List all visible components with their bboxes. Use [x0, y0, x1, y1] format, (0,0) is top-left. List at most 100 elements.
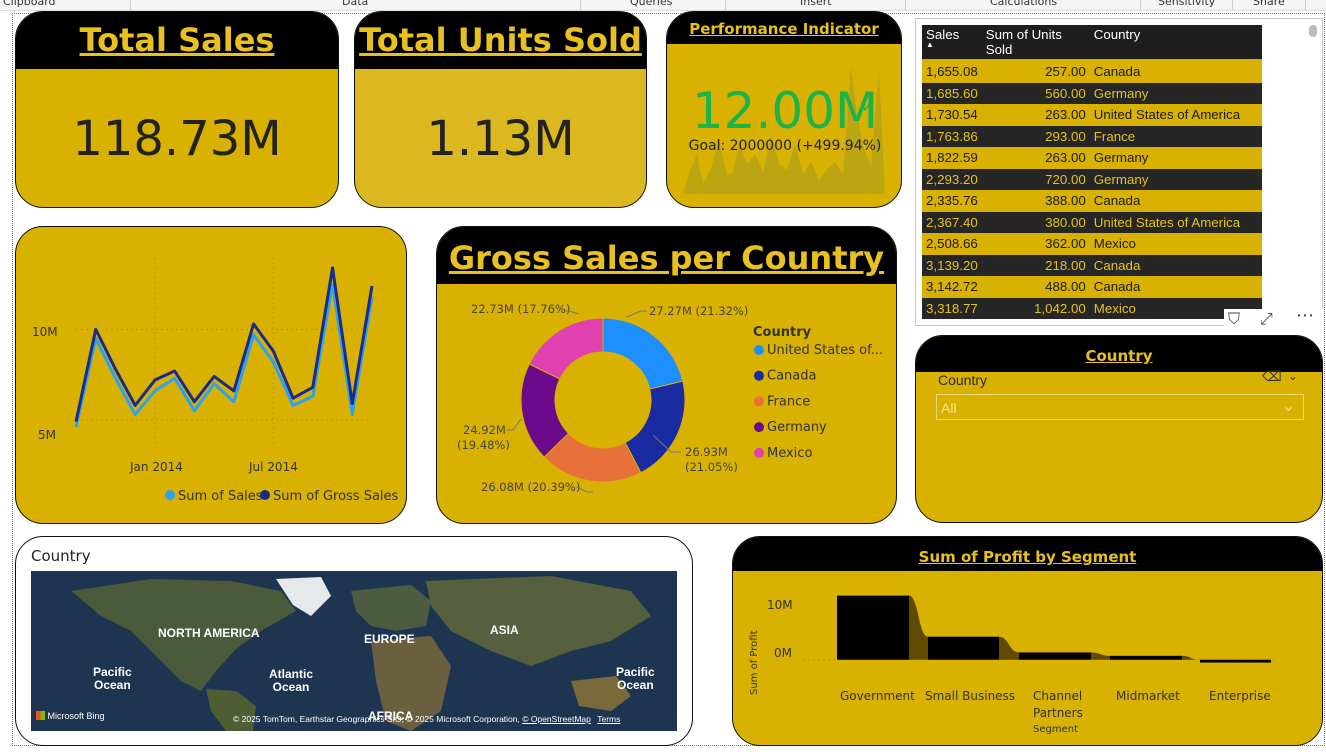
series-line-sum-of-gross-sales[interactable]	[74, 266, 374, 422]
microsoft-logo-icon	[36, 711, 45, 720]
visual-header-icons: ⛉ ⤢ ⋯	[1224, 305, 1324, 333]
donut-slice-united-states-of-america[interactable]	[602, 317, 684, 390]
country-dropdown[interactable]: All ⌄	[936, 394, 1304, 420]
total-units-card[interactable]: Total Units Sold 1.13M	[354, 11, 647, 208]
table-row[interactable]: 3,318.77 1,042.00 Mexico	[922, 297, 1262, 319]
cell-sales: 1,763.86	[922, 125, 982, 147]
label-germany-line2: (19.48%)	[457, 438, 510, 452]
donut-legend-item[interactable]: Germany	[767, 420, 827, 435]
cell-country: United States of America	[1089, 104, 1262, 126]
table-row[interactable]: 3,139.20 218.00 Canada	[922, 254, 1262, 276]
table-row[interactable]: 1,763.86 293.00 France	[922, 125, 1262, 147]
sort-ascending-icon: ▲	[926, 40, 934, 49]
y-tick-5m: 5M	[38, 428, 56, 442]
ribbon-group-insert: Insert	[800, 0, 832, 8]
cell-units: 263.00	[981, 104, 1090, 126]
table-scrollbar[interactable]	[1309, 25, 1317, 37]
cell-units: 293.00	[981, 125, 1090, 147]
gross-sales-donut-card[interactable]: Gross Sales per Country 27.27M (21.32%) …	[436, 226, 897, 524]
segment-label-small-business: Small Business	[925, 689, 1015, 703]
table-row[interactable]: 2,335.76 388.00 Canada	[922, 190, 1262, 212]
table-row[interactable]: 2,367.40 380.00 United States of America	[922, 211, 1262, 233]
openstreetmap-link[interactable]: © OpenStreetMap	[522, 714, 591, 724]
legend-sum-of-sales[interactable]: Sum of Sales	[178, 489, 263, 504]
donut-legend-title: Country	[753, 325, 812, 340]
ribbon-bar-midmarket[interactable]	[1110, 655, 1182, 660]
sales-table-visual[interactable]: Sales ▲ Sum of Units Sold Country 1,655.0…	[915, 18, 1323, 326]
legend-marker-sales	[165, 490, 175, 500]
filter-icon[interactable]: ⛉	[1228, 309, 1241, 328]
segment-label-midmarket: Midmarket	[1116, 689, 1180, 703]
table-row[interactable]: 2,293.20 720.00 Germany	[922, 168, 1262, 190]
ribbon-y-label: Sum of Profit	[749, 630, 760, 695]
label-canada-line1: 26.93M	[685, 445, 728, 459]
column-header-sales[interactable]: Sales ▲	[922, 25, 982, 61]
cell-country: Canada	[1089, 60, 1262, 83]
donut-slice-mexico[interactable]	[528, 317, 604, 380]
donut-legend-item[interactable]: France	[767, 394, 810, 409]
more-options-icon[interactable]: ⋯	[1296, 305, 1314, 326]
cell-sales: 1,685.60	[922, 82, 982, 104]
terms-link[interactable]: Terms	[597, 714, 621, 724]
ribbon-connector	[999, 636, 1019, 660]
country-slicer-card[interactable]: Country Country ⌫ ⌄ All ⌄	[915, 335, 1323, 523]
total-sales-card[interactable]: Total Sales 118.73M	[15, 11, 339, 208]
slicer-label: Country	[938, 372, 988, 388]
cell-units: 720.00	[981, 168, 1090, 190]
cell-country: Mexico	[1089, 233, 1262, 255]
segment-label-government: Government	[840, 689, 915, 703]
ribbon-bar-small-business[interactable]	[928, 636, 999, 660]
ribbon-bar-channel-partners[interactable]	[1019, 652, 1091, 660]
table-row[interactable]: 2,508.66 362.00 Mexico	[922, 233, 1262, 255]
cell-sales: 2,293.20	[922, 168, 982, 190]
series-line-sum-of-sales[interactable]	[74, 282, 374, 428]
table-row[interactable]: 1,730.54 263.00 United States of America	[922, 104, 1262, 126]
cell-units: 1,042.00	[981, 297, 1090, 319]
ribbon-chart: Sum of Profit 10M 0M Government Small Bu…	[749, 595, 1278, 735]
cell-sales: 3,142.72	[922, 276, 982, 298]
cell-units: 362.00	[981, 233, 1090, 255]
donut-legend-item[interactable]: United States of...	[767, 343, 883, 358]
map-label-asia: ASIA	[490, 623, 519, 637]
total-units-value: 1.13M	[426, 111, 575, 167]
eraser-icon[interactable]: ⌫	[1262, 369, 1282, 385]
map-copyright: © 2025 TomTom, Earthstar Geographics SIO…	[233, 714, 520, 724]
table-row[interactable]: 3,142.72 488.00 Canada	[922, 276, 1262, 298]
cell-sales: 3,318.77	[922, 297, 982, 319]
map-label-north-america: NORTH AMERICA	[158, 626, 260, 640]
profit-by-segment-card[interactable]: Sum of Profit by Segment Sum of Profit 1…	[732, 536, 1323, 746]
legend-sum-of-gross-sales[interactable]: Sum of Gross Sales	[273, 489, 399, 504]
ribbon-bar-government[interactable]	[837, 595, 909, 660]
map-label-europe: EUROPE	[364, 632, 415, 646]
ribbon-group-share: Share	[1253, 0, 1285, 8]
world-map[interactable]: NORTH AMERICA EUROPE ASIA AFRICA Pacific…	[31, 571, 677, 731]
focus-mode-icon[interactable]: ⤢	[1260, 309, 1273, 328]
cell-units: 257.00	[981, 60, 1090, 83]
table-row[interactable]: 1,822.59 263.00 Germany	[922, 147, 1262, 169]
donut-title: Gross Sales per Country	[437, 227, 896, 284]
legend-marker-gross	[260, 490, 270, 500]
ribbon-group-labels: Clipboard Data Queries Insert Calculatio…	[0, 0, 1326, 11]
cell-country: France	[1089, 125, 1262, 147]
performance-indicator-card[interactable]: Performance Indicator 12.00M ✓ Goal: 200…	[666, 11, 902, 208]
table-row[interactable]: 1,685.60 560.00 Germany	[922, 82, 1262, 104]
performance-value: 12.00M	[691, 82, 879, 140]
table-row[interactable]: 1,655.08 257.00 Canada	[922, 60, 1262, 83]
label-mexico: 22.73M (17.76%)	[471, 302, 570, 316]
donut-legend-marker	[754, 370, 764, 381]
map-attribution: © 2025 TomTom, Earthstar Geographics SIO…	[233, 714, 620, 724]
label-canada-line2: (21.05%)	[685, 460, 738, 474]
cell-country: Germany	[1089, 147, 1262, 169]
donut-legend-item[interactable]: Canada	[767, 369, 816, 384]
map-label-africa: AFRICA	[368, 709, 414, 723]
donut-legend-item[interactable]: Mexico	[767, 446, 812, 461]
column-header-units[interactable]: Sum of Units Sold	[981, 25, 1090, 61]
ribbon-bar-enterprise[interactable]	[1200, 659, 1271, 663]
map-title: Country	[31, 547, 91, 565]
cell-country: Canada	[1089, 254, 1262, 276]
segment-label-enterprise: Enterprise	[1209, 689, 1271, 703]
chevron-down-icon[interactable]: ⌄	[1288, 369, 1299, 383]
column-header-country[interactable]: Country	[1089, 25, 1262, 61]
sales-line-chart-card[interactable]: 10M 5M Jan 2014 Jul 2014 Sum of Sales Su…	[15, 226, 407, 524]
y-tick-10m: 10M	[32, 325, 58, 339]
